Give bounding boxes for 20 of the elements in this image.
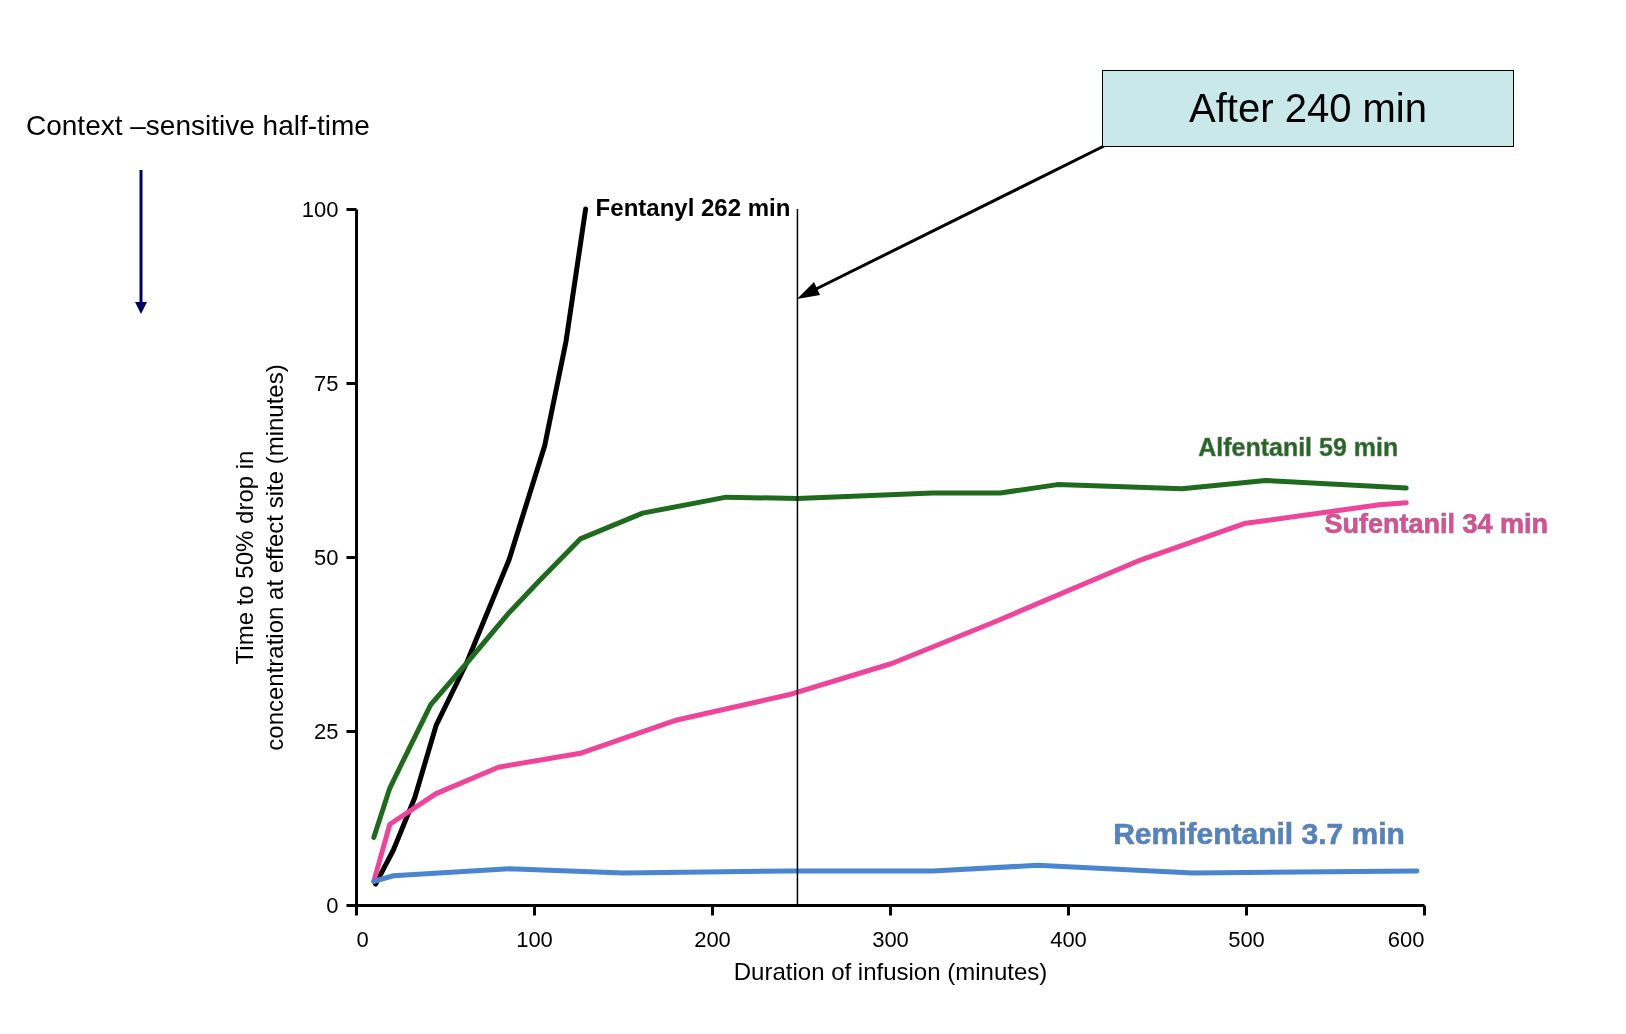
series-label: Remifentanil 3.7 min bbox=[1113, 816, 1405, 850]
y-tick-label: 50 bbox=[314, 544, 339, 570]
x-axis-title: Duration of infusion (minutes) bbox=[733, 957, 1048, 985]
x-tick-label: 100 bbox=[516, 926, 553, 952]
x-tick-label: 300 bbox=[872, 926, 909, 952]
text: After 240 min bbox=[1102, 70, 1514, 147]
y-tick-label: 75 bbox=[314, 370, 339, 396]
x-tick-label: 400 bbox=[1050, 926, 1087, 952]
x-tick-label: 500 bbox=[1228, 926, 1265, 952]
x-tick-label: 600 bbox=[1387, 926, 1425, 952]
series-label: Alfentanil 59 min bbox=[1198, 433, 1399, 462]
series-label: Fentanyl 262 min bbox=[595, 194, 791, 221]
x-tick-label: 200 bbox=[694, 926, 731, 952]
y-tick-label: 100 bbox=[301, 196, 339, 222]
y-tick-label: 0 bbox=[326, 892, 339, 918]
x-tick-label: 0 bbox=[356, 926, 369, 952]
y-axis-title: Time to 50% drop in concentration at effect site (minutes) bbox=[230, 364, 288, 751]
series-label: Sufentanil 34 min bbox=[1324, 508, 1548, 539]
y-tick-label: 25 bbox=[314, 718, 339, 744]
chart-title: Context –sensitive half-time bbox=[26, 110, 370, 142]
